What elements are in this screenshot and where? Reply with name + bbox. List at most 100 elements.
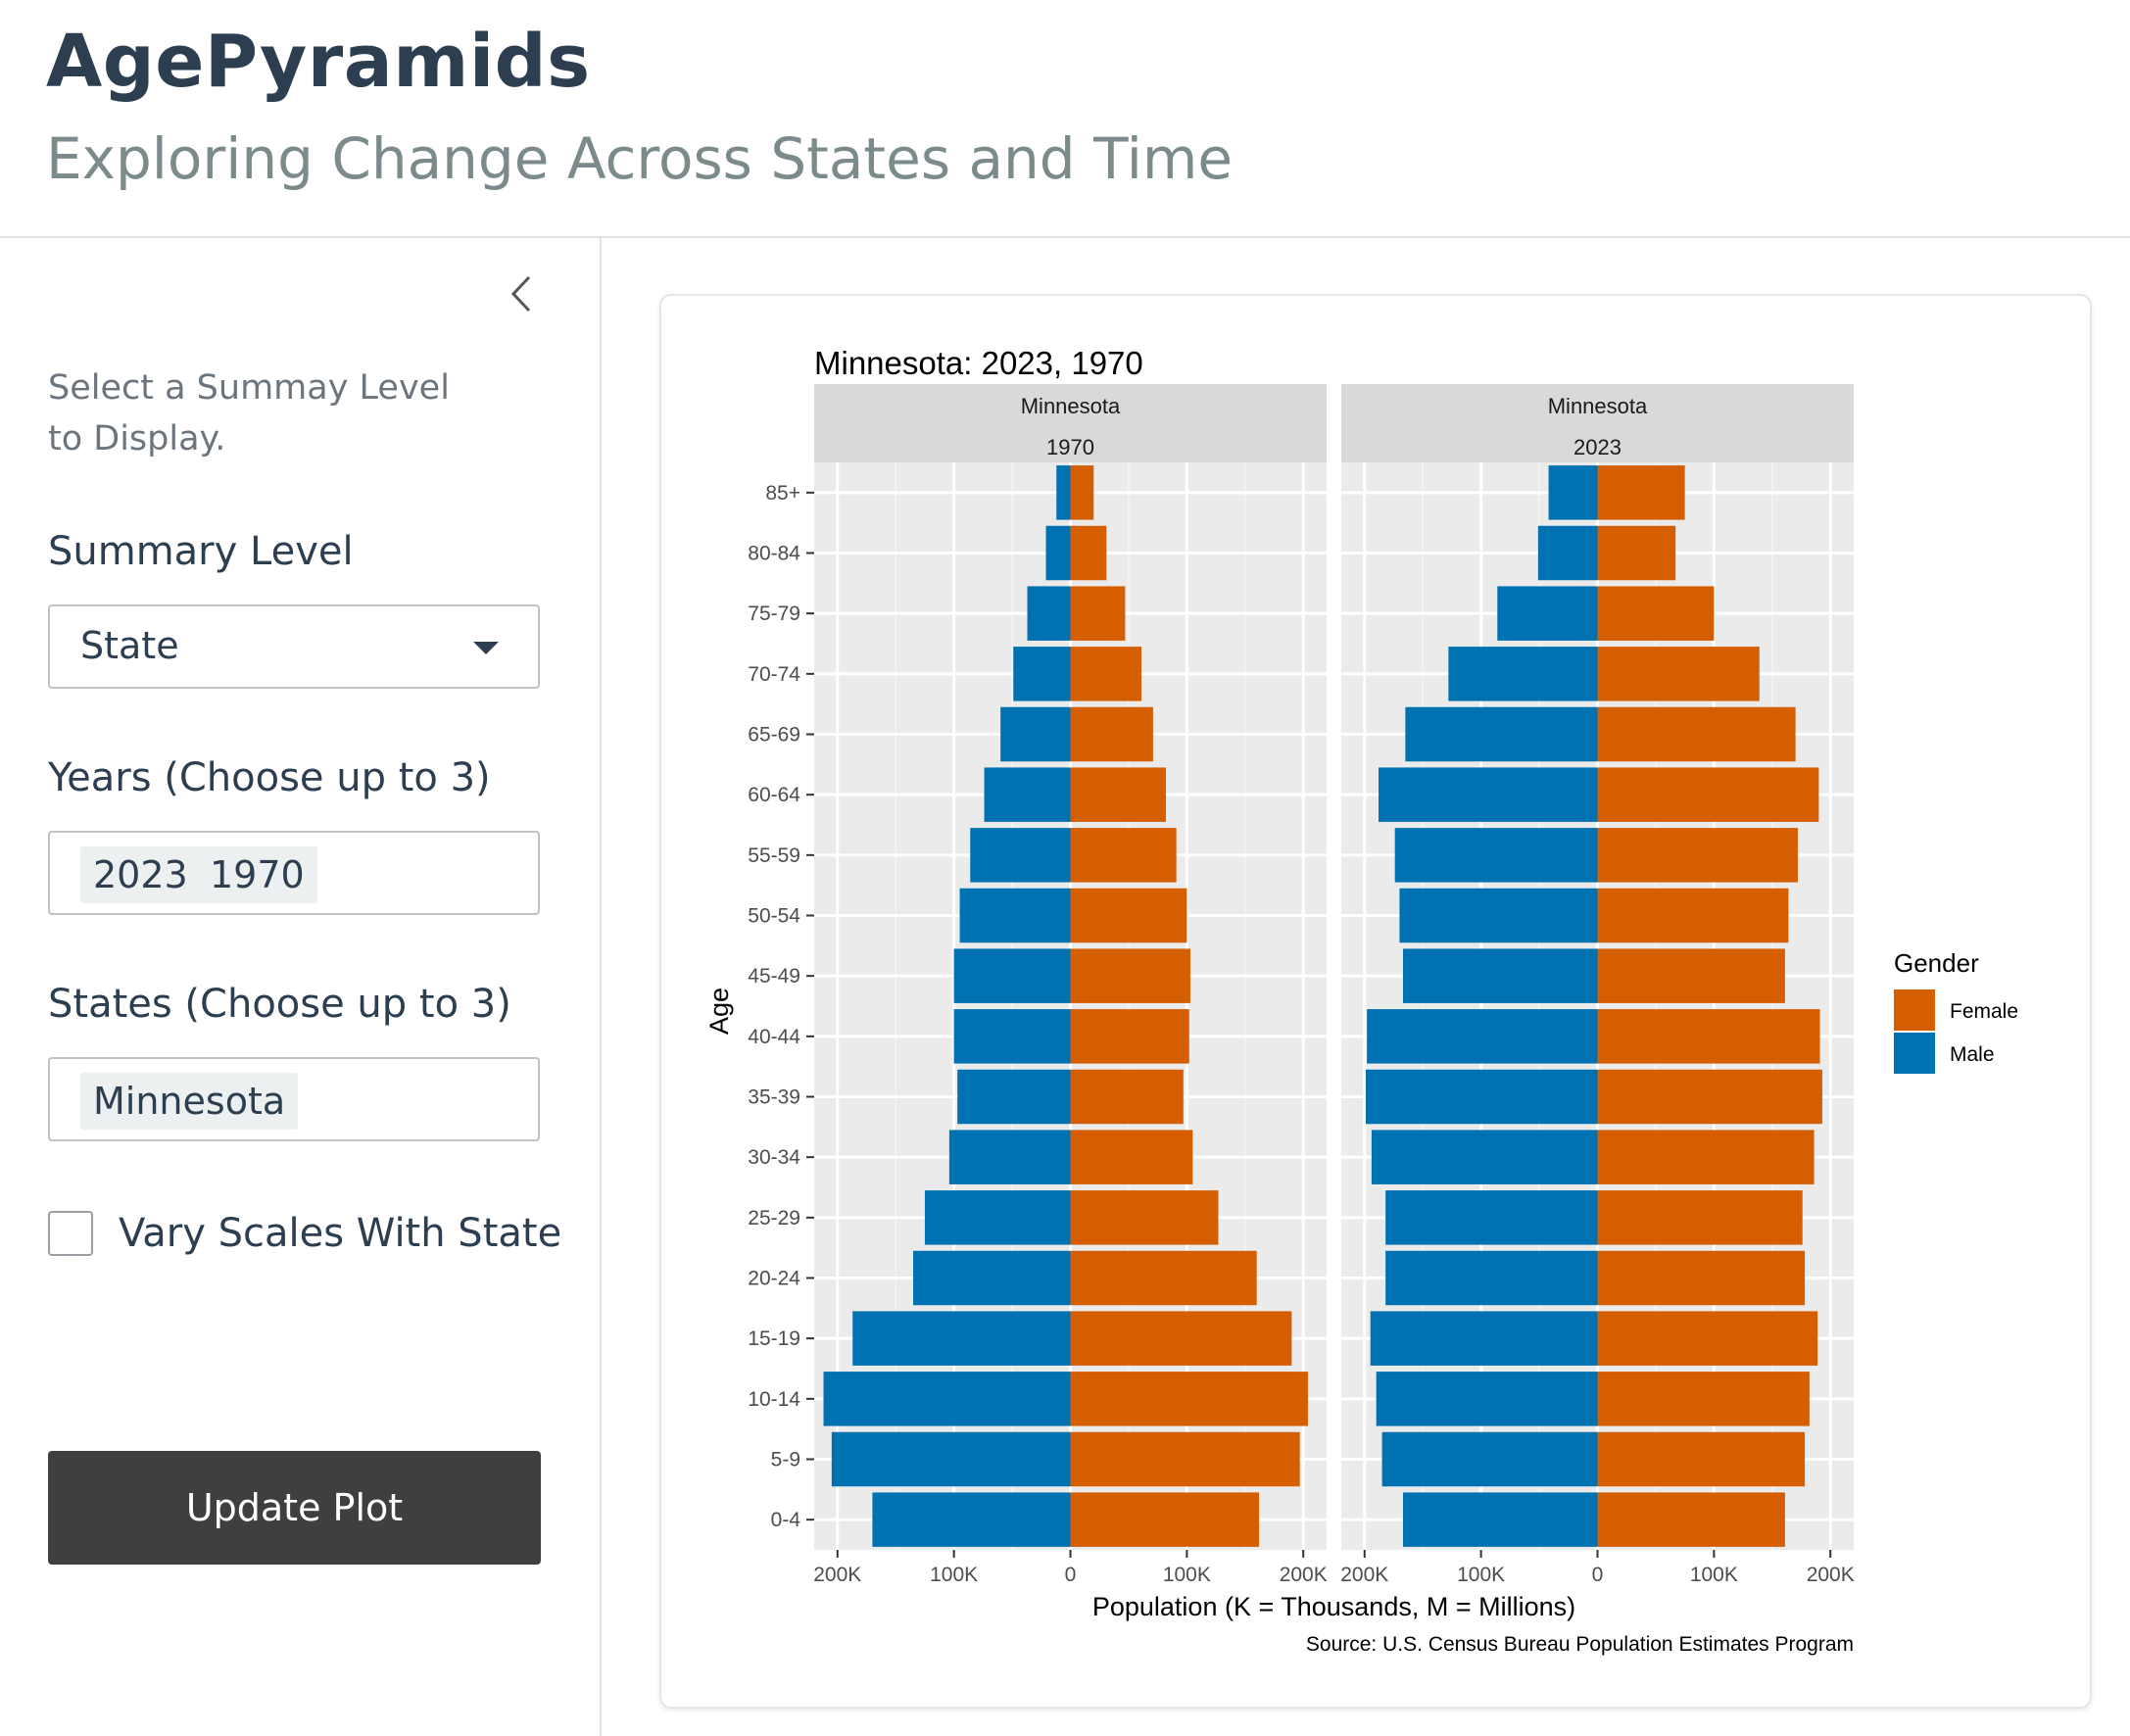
- bar-male: [852, 1311, 1071, 1366]
- states-input[interactable]: Minnesota: [48, 1057, 540, 1141]
- bar-female: [1070, 767, 1166, 822]
- bar-female: [1597, 586, 1715, 641]
- bar-female: [1597, 948, 1785, 1003]
- bar-female: [1070, 647, 1142, 701]
- bar-male: [1385, 1250, 1598, 1306]
- y-tick-label: 65-69: [748, 724, 800, 747]
- bar-female: [1070, 1431, 1300, 1487]
- bar-female: [1597, 767, 1819, 822]
- summary-level-value: State: [80, 624, 179, 667]
- bar-female: [1070, 1009, 1189, 1064]
- bar-male: [1497, 586, 1598, 641]
- bar-male: [1379, 767, 1598, 822]
- bar-male: [1056, 465, 1071, 520]
- y-tick-label: 45-49: [748, 965, 800, 988]
- bar-female: [1070, 888, 1187, 943]
- x-tick-label: 100K: [1457, 1564, 1505, 1586]
- x-tick-label: 100K: [1163, 1564, 1211, 1586]
- facet-label: Minnesota: [1021, 394, 1121, 418]
- legend-swatch: [1894, 1033, 1935, 1074]
- bar-female: [1597, 1190, 1803, 1245]
- help-text: Select a Summay Level to Display.: [48, 368, 450, 458]
- y-tick-label: 15-19: [748, 1327, 800, 1350]
- y-tick-label: 20-24: [748, 1268, 800, 1290]
- y-tick-label: 25-29: [748, 1207, 800, 1230]
- bar-male: [1394, 828, 1598, 883]
- bar-male: [1045, 525, 1071, 581]
- bar-female: [1597, 1311, 1818, 1366]
- bar-female: [1597, 465, 1685, 520]
- bar-male: [1548, 465, 1598, 520]
- bar-male: [1399, 888, 1598, 943]
- bar-male: [953, 1009, 1071, 1064]
- bar-male: [959, 888, 1071, 943]
- x-tick-label: 200K: [813, 1564, 861, 1586]
- y-tick-label: 40-44: [748, 1026, 800, 1048]
- summary-level-label: Summary Level: [48, 529, 354, 574]
- states-label: States (Choose up to 3): [48, 982, 511, 1027]
- chart-caption: Source: U.S. Census Bureau Population Es…: [1306, 1633, 1854, 1656]
- chart-title: Minnesota: 2023, 1970: [814, 345, 1143, 381]
- bar-female: [1070, 1250, 1257, 1306]
- bar-female: [1597, 1130, 1815, 1184]
- bar-female: [1070, 706, 1153, 762]
- x-tick-label: 100K: [930, 1564, 978, 1586]
- x-tick-label: 200K: [1280, 1564, 1328, 1586]
- x-tick-label: 200K: [1340, 1564, 1388, 1586]
- bar-female: [1070, 1190, 1219, 1245]
- bar-female: [1070, 1311, 1292, 1366]
- year-chip[interactable]: 2023: [80, 846, 201, 903]
- facet-label: Minnesota: [1548, 394, 1648, 418]
- legend-swatch: [1894, 989, 1935, 1031]
- years-label: Years (Choose up to 3): [48, 755, 491, 800]
- years-input[interactable]: 2023 1970: [48, 831, 540, 915]
- facet-strip: [1341, 384, 1854, 462]
- sidebar-collapse-button[interactable]: [505, 274, 540, 313]
- x-tick-label: 0: [1065, 1564, 1077, 1586]
- population-pyramid-chart: Minnesota: 2023, 1970 Minnesota 1970 200K 10…: [704, 345, 2018, 1656]
- bar-male: [957, 1069, 1071, 1125]
- bar-female: [1597, 828, 1798, 883]
- bar-male: [1027, 586, 1071, 641]
- caret-down-icon: [473, 642, 499, 654]
- facet-strip: [814, 384, 1327, 462]
- legend-label: Male: [1950, 1043, 1995, 1066]
- year-chip[interactable]: 1970: [197, 846, 317, 903]
- state-chip[interactable]: Minnesota: [80, 1073, 299, 1130]
- legend-label: Female: [1950, 1000, 2018, 1023]
- update-plot-button[interactable]: Update Plot: [48, 1451, 541, 1565]
- bar-female: [1597, 1372, 1810, 1426]
- bar-male: [913, 1250, 1071, 1306]
- bar-male: [1376, 1372, 1598, 1426]
- vary-scales-checkbox[interactable]: [48, 1211, 93, 1256]
- y-tick-label: 5-9: [771, 1449, 800, 1471]
- bar-female: [1070, 1130, 1193, 1184]
- app-subtitle: Exploring Change Across States and Time: [46, 125, 1234, 192]
- app-title: AgePyramids: [46, 20, 591, 104]
- bar-male: [1371, 1130, 1598, 1184]
- bar-female: [1597, 1009, 1820, 1064]
- x-tick-label: 100K: [1690, 1564, 1738, 1586]
- y-tick-label: 30-34: [748, 1146, 800, 1169]
- app-header: AgePyramids Exploring Change Across Stat…: [0, 0, 2130, 238]
- bar-female: [1597, 1250, 1806, 1306]
- x-axis-title: Population (K = Thousands, M = Millions): [1092, 1592, 1575, 1621]
- y-tick-label: 50-54: [748, 905, 800, 928]
- y-tick-label: 80-84: [748, 543, 800, 565]
- bar-male: [1405, 706, 1598, 762]
- plot-card: Minnesota: 2023, 1970 Minnesota 1970 200K 10…: [659, 294, 2092, 1709]
- y-tick-label: 55-59: [748, 844, 800, 867]
- facet-label: 2023: [1573, 435, 1622, 459]
- bar-male: [984, 767, 1071, 822]
- bar-male: [948, 1130, 1071, 1184]
- bar-female: [1597, 888, 1789, 943]
- bar-male: [1402, 948, 1598, 1003]
- vary-scales-label[interactable]: Vary Scales With State: [119, 1211, 562, 1256]
- bar-female: [1597, 647, 1760, 701]
- summary-level-select[interactable]: State: [48, 604, 540, 689]
- bar-female: [1597, 706, 1796, 762]
- bar-male: [1537, 525, 1598, 581]
- legend-title: Gender: [1894, 948, 1979, 978]
- bar-male: [1385, 1190, 1598, 1245]
- bar-male: [953, 948, 1071, 1003]
